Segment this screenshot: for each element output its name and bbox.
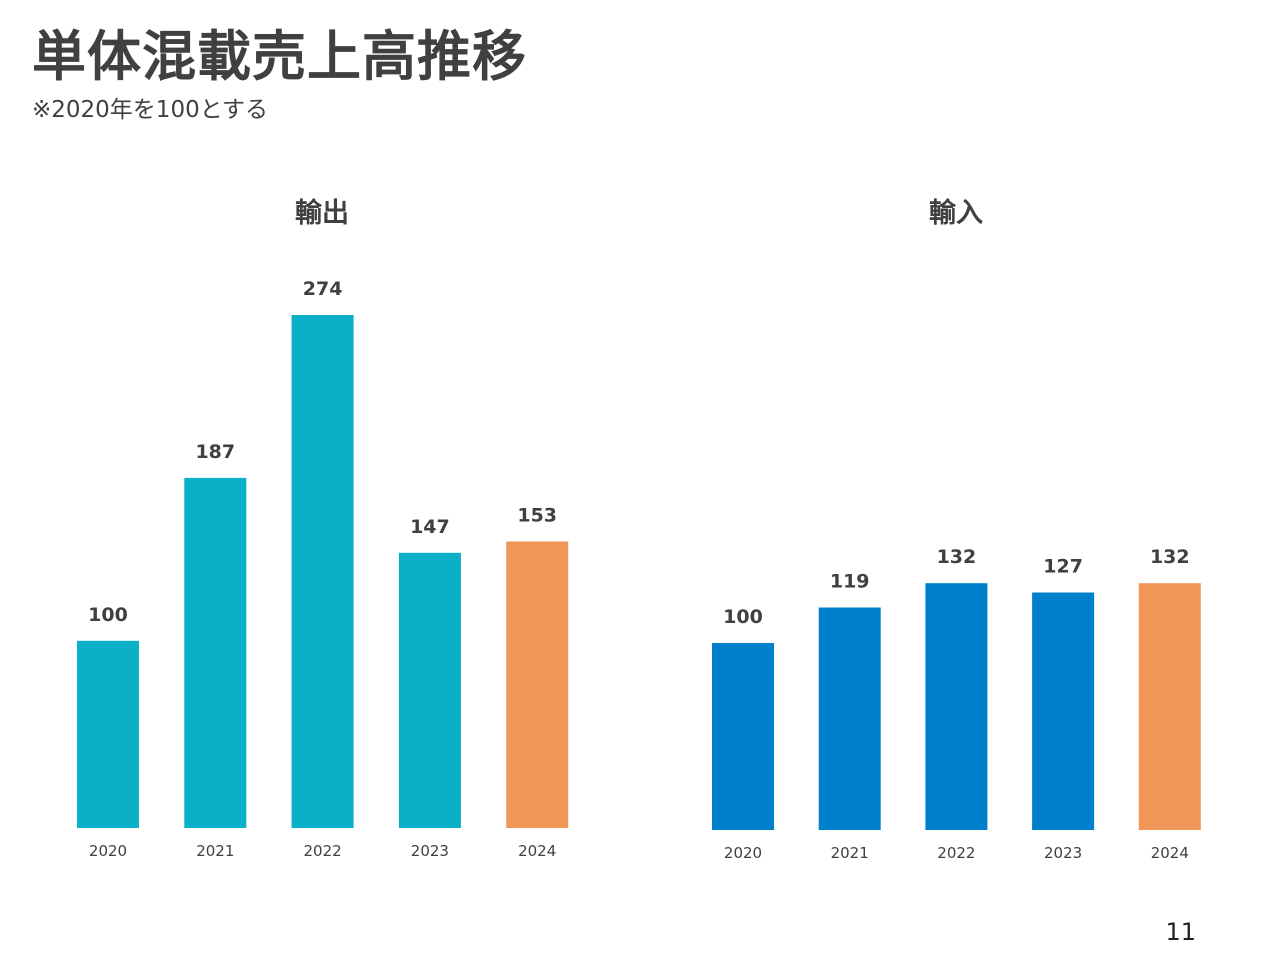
import-bar-2022 — [925, 583, 988, 830]
export-tick-label-2020: 2020 — [89, 842, 127, 860]
import-bar-2023 — [1032, 592, 1095, 830]
page-subtitle: ※2020年を100とする — [32, 97, 269, 123]
import-bar-2020 — [712, 643, 774, 830]
import-tick-label-2020: 2020 — [724, 844, 762, 862]
export-value-label-2020: 100 — [88, 604, 128, 626]
export-tick-label-2022: 2022 — [304, 842, 342, 860]
import-bar-2024 — [1138, 583, 1201, 830]
export-bar-2021 — [184, 477, 247, 828]
export-bar-chart: 100 2020 187 2021 274 2022 147 2023 153 2024 — [77, 278, 569, 860]
export-bar-2023 — [398, 552, 461, 828]
import-chart-title: 輸入 — [929, 197, 983, 229]
import-value-label-2023: 127 — [1043, 556, 1083, 578]
export-tick-label-2024: 2024 — [518, 842, 556, 860]
export-tick-label-2023: 2023 — [411, 842, 449, 860]
import-tick-label-2022: 2022 — [937, 844, 975, 862]
export-bar-2022 — [291, 315, 354, 828]
import-bar-chart: 100 2020 119 2021 132 2022 127 2023 132 2024 — [712, 546, 1201, 862]
import-bar-2021 — [818, 607, 881, 830]
export-value-label-2022: 274 — [303, 278, 343, 300]
import-tick-label-2024: 2024 — [1151, 844, 1189, 862]
import-tick-label-2023: 2023 — [1044, 844, 1082, 862]
import-value-label-2021: 119 — [830, 571, 870, 593]
export-chart-title: 輸出 — [295, 197, 349, 229]
page-number: 11 — [1165, 918, 1196, 946]
import-value-label-2020: 100 — [723, 606, 763, 628]
page-title: 単体混載売上高推移 — [32, 25, 527, 88]
export-tick-label-2021: 2021 — [196, 842, 234, 860]
import-value-label-2024: 132 — [1150, 546, 1190, 568]
export-value-label-2023: 147 — [410, 516, 450, 538]
import-value-label-2022: 132 — [937, 546, 977, 568]
export-bar-2020 — [77, 640, 139, 828]
export-bar-2024 — [506, 541, 569, 828]
export-value-label-2021: 187 — [195, 441, 235, 463]
export-value-label-2024: 153 — [517, 505, 557, 527]
import-tick-label-2021: 2021 — [831, 844, 869, 862]
